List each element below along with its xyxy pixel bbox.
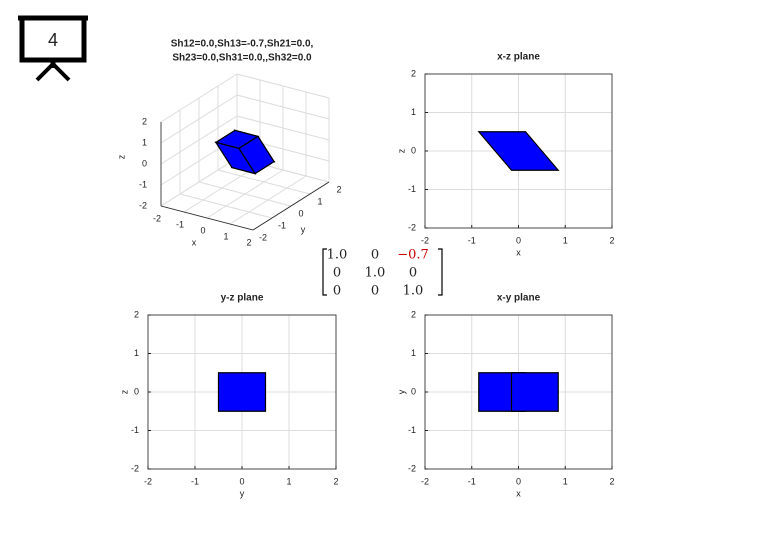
- y-tick-label: 0: [411, 145, 416, 155]
- grid-line: [179, 193, 273, 219]
- plot-frame: [147, 314, 337, 470]
- x-axis-label: x: [192, 237, 197, 247]
- polygon: [217, 372, 267, 412]
- x-tick-label: 1: [223, 231, 228, 241]
- matrix-cell: 0: [371, 284, 379, 299]
- chart-title: x-z plane: [497, 52, 540, 63]
- z-tick-label: 2: [142, 116, 147, 126]
- grid-line: [236, 73, 330, 99]
- y-tick-label: 0: [134, 386, 139, 396]
- y-tick-label: 0: [411, 386, 416, 396]
- axis-line: [160, 205, 254, 231]
- face: [214, 141, 257, 175]
- y-axis-label: y: [301, 224, 306, 234]
- x-tick-label: 2: [333, 476, 338, 486]
- y-axis-label: y: [396, 389, 406, 394]
- grid-line: [217, 169, 311, 195]
- grid-line: [160, 94, 238, 144]
- matrix-cell: 1.0: [327, 248, 348, 263]
- y-tick-label: 2: [411, 68, 416, 78]
- x-tick-label: 1: [563, 476, 568, 486]
- grid-line: [160, 157, 238, 207]
- y-tick-label: 1: [411, 348, 416, 358]
- matrix-cell: −0.7: [397, 248, 429, 263]
- y-tick-label: -2: [259, 232, 267, 242]
- y-tick-label: 2: [411, 309, 416, 319]
- slide-number: 4: [48, 30, 58, 50]
- matrix-cell: 0: [333, 266, 341, 281]
- x-tick-label: -1: [191, 476, 199, 486]
- x-axis-label: x: [516, 247, 521, 257]
- grid-line: [236, 115, 330, 141]
- x-tick-label: -2: [421, 235, 429, 245]
- z-tick-label: -2: [139, 200, 147, 210]
- x-tick-label: 0: [239, 476, 244, 486]
- y-tick-label: 1: [411, 107, 416, 117]
- x-tick-label: 1: [563, 235, 568, 245]
- y-tick-label: 2: [134, 309, 139, 319]
- matrix-cell: 0: [333, 284, 341, 299]
- chart-title: y-z plane: [221, 293, 264, 304]
- matrix-cell: 0: [371, 248, 379, 263]
- z-tick-label: 0: [142, 158, 147, 168]
- polygon: [477, 131, 560, 171]
- z-tick-label: 1: [142, 137, 147, 147]
- x-tick-label: -1: [468, 476, 476, 486]
- matrix-cell: 1.0: [365, 266, 386, 281]
- x-axis-label: x: [516, 488, 521, 498]
- x-tick-label: 2: [609, 476, 614, 486]
- chart-title: x-y plane: [497, 293, 541, 304]
- x-tick-label: -2: [421, 476, 429, 486]
- y-axis-label: z: [119, 389, 129, 394]
- x-tick-label: 2: [609, 235, 614, 245]
- y-tick-label: -2: [131, 463, 139, 473]
- z-axis-label: z: [116, 154, 126, 159]
- polygon: [510, 372, 559, 412]
- matrix: 1.0 0 −0.7 0 1.0 0 0 0 1.0: [322, 248, 443, 299]
- y-tick-label: -2: [408, 222, 416, 232]
- matrix-cell: 1.0: [403, 284, 424, 299]
- x-tick-label: -1: [176, 219, 184, 229]
- x-tick-label: 0: [516, 235, 521, 245]
- y-tick-label: -1: [131, 425, 139, 435]
- y-tick-label: 0: [298, 208, 303, 218]
- plot-frame: [424, 73, 613, 229]
- x-axis-label: y: [240, 488, 245, 498]
- axis-line: [252, 181, 330, 231]
- x-tick-label: 0: [200, 225, 205, 235]
- matrix-cell: 0: [409, 266, 417, 281]
- grid-line: [160, 115, 238, 165]
- y-tick-label: -1: [408, 184, 416, 194]
- y-tick-label: 1: [317, 196, 322, 206]
- x-tick-label: -2: [144, 476, 152, 486]
- y-tick-label: 1: [134, 348, 139, 358]
- y-tick-label: -1: [278, 220, 286, 230]
- chart-title: Sh23=0.0,Sh31=0.0,,Sh32=0.0: [172, 53, 312, 64]
- y-axis-label: z: [396, 148, 406, 153]
- z-tick-label: -1: [139, 179, 147, 189]
- plot-frame: [424, 314, 613, 470]
- y-tick-label: 2: [336, 184, 341, 194]
- x-tick-label: 2: [246, 237, 251, 247]
- x-tick-label: 0: [516, 476, 521, 486]
- slide-icon: 4: [18, 15, 88, 82]
- chart-title: Sh12=0.0,Sh13=-0.7,Sh21=0.0,: [171, 39, 314, 50]
- y-tick-label: -2: [408, 463, 416, 473]
- x-tick-label: 1: [286, 476, 291, 486]
- x-tick-label: -2: [153, 213, 161, 223]
- x-tick-label: -1: [468, 235, 476, 245]
- grid-line: [236, 94, 330, 120]
- grid-line: [198, 181, 292, 207]
- grid-line: [160, 73, 238, 123]
- y-tick-label: -1: [408, 425, 416, 435]
